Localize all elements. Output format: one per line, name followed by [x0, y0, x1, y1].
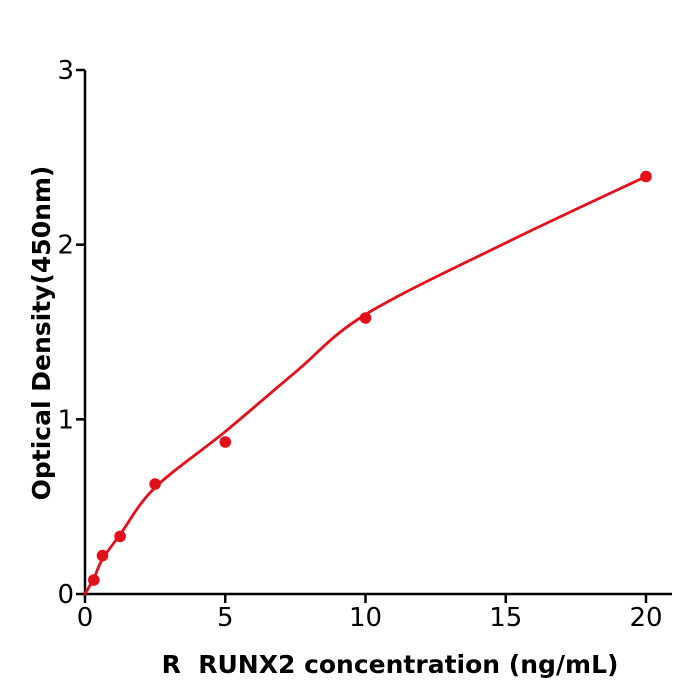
x-tick-label: 5 — [217, 603, 234, 633]
y-tick-label: 1 — [57, 405, 74, 435]
x-tick-label: 20 — [629, 603, 662, 633]
curve-group — [83, 175, 648, 596]
fit-curve-line — [83, 175, 648, 596]
data-point — [96, 549, 109, 562]
y-axis-title: Optical Density(450nm) — [27, 165, 56, 501]
axes-group: 0 5 10 15 20 0 1 2 3 — [57, 56, 672, 633]
data-point — [359, 312, 372, 324]
y-tick-label: 2 — [57, 231, 74, 261]
x-axis-title: R RUNX2 concentration (ng/mL) — [161, 650, 619, 679]
y-tick-label: 3 — [57, 56, 74, 86]
x-tick-label: 15 — [489, 603, 522, 633]
x-tick-label: 0 — [77, 603, 94, 633]
x-tick-label: 10 — [349, 603, 382, 633]
points-group — [88, 170, 652, 586]
y-tick-label: 0 — [57, 580, 74, 610]
data-point — [88, 574, 100, 586]
axis-spines — [83, 70, 672, 596]
data-point — [640, 170, 652, 183]
data-point — [149, 478, 161, 490]
data-point — [219, 436, 232, 448]
data-point — [114, 530, 126, 543]
